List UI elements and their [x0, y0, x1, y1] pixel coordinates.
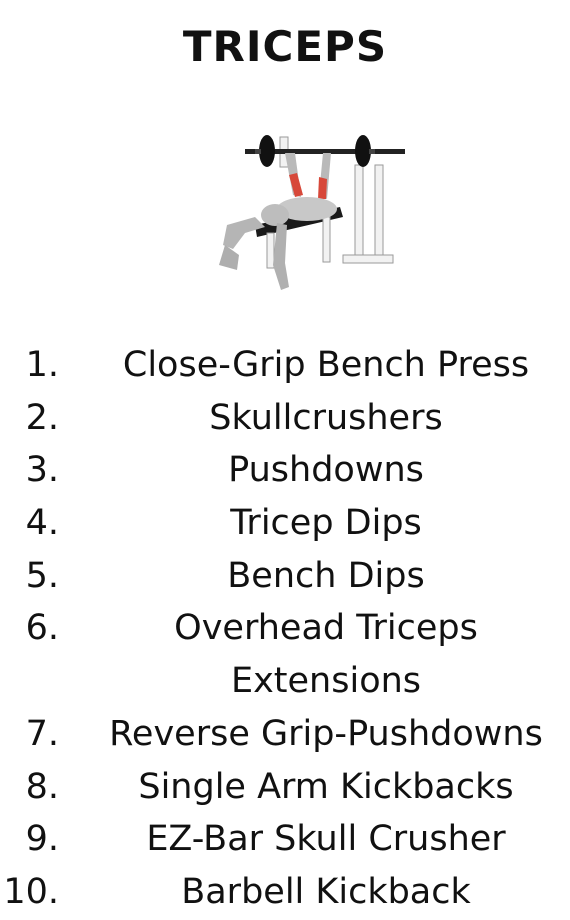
item-number: 6. [25, 608, 59, 649]
item-label: Tricep Dips [230, 503, 422, 544]
item-label: Pushdowns [228, 450, 424, 491]
item-label: Bench Dips [227, 555, 425, 596]
item-label: Barbell Kickback [181, 871, 471, 912]
item-number: 10. [3, 871, 59, 912]
list-item: 10. Barbell Kickback [0, 866, 570, 919]
bench-press-figure-icon [215, 125, 405, 300]
item-label-continuation: Extensions [230, 661, 422, 702]
item-number: 1. [25, 345, 59, 385]
item-number: 9. [25, 819, 59, 860]
item-label: Reverse Grip-Pushdowns [109, 713, 543, 754]
item-label: Overhead Triceps [174, 608, 478, 649]
list-item: 6. Overhead Triceps [0, 602, 570, 655]
list-item-continuation: Extensions [0, 655, 570, 708]
item-label: Close-Grip Bench Press [122, 345, 530, 385]
item-number: 8. [25, 766, 59, 807]
list-item: 8. Single Arm Kickbacks [0, 761, 570, 814]
list-item: 2. Skullcrushers [0, 392, 570, 445]
page-title: TRICEPS [182, 22, 388, 71]
item-number: 7. [25, 713, 59, 754]
list-item: 9. EZ-Bar Skull Crusher [0, 813, 570, 866]
item-number: 5. [25, 555, 59, 596]
item-number: 3. [25, 450, 59, 491]
list-item: 1. Close-Grip Bench Press [0, 339, 570, 392]
exercise-list: 1. Close-Grip Bench Press 2. Skullcrushe… [0, 339, 570, 919]
item-number: 4. [25, 503, 59, 544]
list-item: 4. Tricep Dips [0, 497, 570, 550]
list-item: 7. Reverse Grip-Pushdowns [0, 708, 570, 761]
item-number: 2. [25, 397, 59, 438]
item-label: EZ-Bar Skull Crusher [146, 819, 506, 860]
list-item: 3. Pushdowns [0, 444, 570, 497]
item-label: Single Arm Kickbacks [138, 766, 514, 807]
list-item: 5. Bench Dips [0, 550, 570, 603]
item-label: Skullcrushers [209, 397, 443, 438]
